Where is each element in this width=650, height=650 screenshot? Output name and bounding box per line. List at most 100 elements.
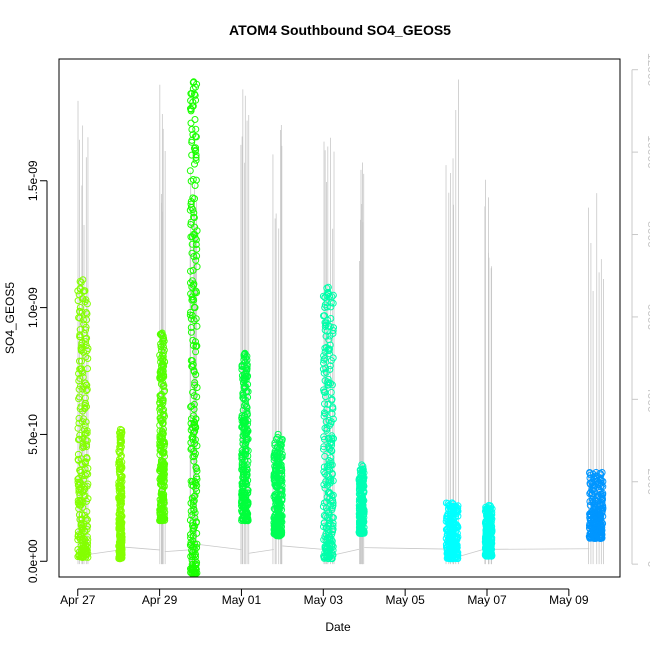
data-point	[487, 523, 495, 530]
data-point	[593, 477, 601, 485]
data-point	[239, 394, 247, 402]
data-point	[321, 312, 328, 320]
data-point	[75, 486, 83, 494]
data-point	[276, 505, 284, 513]
data-point	[327, 388, 335, 396]
data-point	[192, 132, 199, 140]
data-point	[454, 506, 461, 514]
data-point	[81, 394, 89, 402]
y-right-axis: 0 2000 4000 6000 8000 10000 12000	[631, 53, 650, 568]
data-point	[323, 406, 331, 413]
data-point	[278, 470, 286, 478]
data-point	[242, 493, 250, 501]
data-point	[598, 492, 606, 500]
data-point	[189, 388, 197, 396]
data-point	[187, 445, 195, 453]
data-point	[117, 489, 125, 497]
data-point	[358, 508, 366, 516]
data-point	[75, 436, 82, 444]
data-point	[79, 373, 87, 381]
data-point	[453, 523, 460, 531]
data-point	[325, 531, 333, 539]
data-point	[192, 176, 200, 184]
data-point	[157, 392, 165, 400]
data-point	[81, 511, 89, 519]
data-point	[450, 510, 458, 517]
data-point	[273, 482, 280, 490]
data-point	[83, 403, 90, 411]
data-point	[187, 221, 195, 228]
data-point	[158, 481, 165, 489]
data-point	[192, 415, 200, 423]
data-point	[323, 507, 331, 515]
data-point	[358, 529, 366, 537]
data-point	[189, 453, 197, 461]
data-point	[188, 296, 196, 304]
data-point	[449, 535, 457, 543]
data-point	[242, 480, 250, 488]
data-point	[190, 457, 198, 465]
data-point	[329, 299, 337, 307]
chart-title: ATOM4 Southbound SO4_GEOS5	[229, 22, 451, 38]
data-point	[188, 126, 196, 133]
data-point	[321, 323, 329, 330]
data-point	[192, 146, 200, 154]
data-point	[159, 356, 167, 364]
data-point	[83, 310, 91, 318]
data-point	[192, 156, 200, 164]
data-point	[323, 426, 331, 434]
data-point	[79, 276, 87, 284]
data-point	[158, 329, 166, 337]
data-point	[191, 116, 199, 123]
data-point	[190, 524, 198, 532]
data-point	[448, 555, 456, 563]
data-point	[271, 439, 279, 447]
y-axis-label: SO4_GEOS5	[3, 282, 17, 354]
data-point	[238, 455, 246, 463]
data-point	[193, 322, 201, 330]
data-point	[84, 345, 92, 352]
plot-frame	[58, 58, 621, 578]
data-point	[77, 498, 85, 506]
data-point	[193, 518, 200, 526]
data-point	[242, 502, 250, 510]
data-point	[444, 500, 452, 508]
data-point	[157, 415, 165, 423]
data-point	[188, 556, 196, 564]
data-point	[187, 290, 195, 298]
data-point	[597, 522, 605, 529]
data-point	[74, 456, 82, 463]
data-point	[189, 502, 197, 509]
data-point	[357, 510, 365, 518]
data-point	[328, 470, 336, 478]
data-point	[192, 256, 200, 264]
data-point	[321, 293, 329, 301]
data-point	[328, 293, 336, 301]
data-point	[326, 439, 334, 447]
data-point	[81, 405, 89, 413]
data-point	[76, 304, 84, 311]
altitude-transit-line	[122, 546, 160, 551]
data-point	[324, 283, 332, 291]
x-axis-label: Date	[325, 620, 351, 634]
data-point	[158, 490, 166, 498]
data-point	[322, 418, 330, 426]
data-point	[192, 151, 200, 159]
data-point	[238, 362, 246, 369]
data-point	[158, 403, 166, 411]
y-right-tick-label: 2000	[645, 468, 650, 495]
data-point	[80, 426, 88, 434]
data-point	[82, 338, 90, 346]
data-point	[590, 515, 598, 523]
data-point	[278, 487, 286, 495]
data-point	[327, 419, 335, 427]
data-point	[321, 301, 329, 309]
y-axis: 0.0e+00 5.0e-10 1.0e-09 1.5e-09	[26, 160, 48, 583]
data-point	[84, 355, 92, 362]
y-tick-label: 1.0e-09	[26, 287, 40, 328]
data-point	[325, 520, 333, 528]
data-point	[321, 389, 329, 396]
x-tick-label: May 07	[467, 593, 507, 607]
data-point	[274, 451, 282, 459]
